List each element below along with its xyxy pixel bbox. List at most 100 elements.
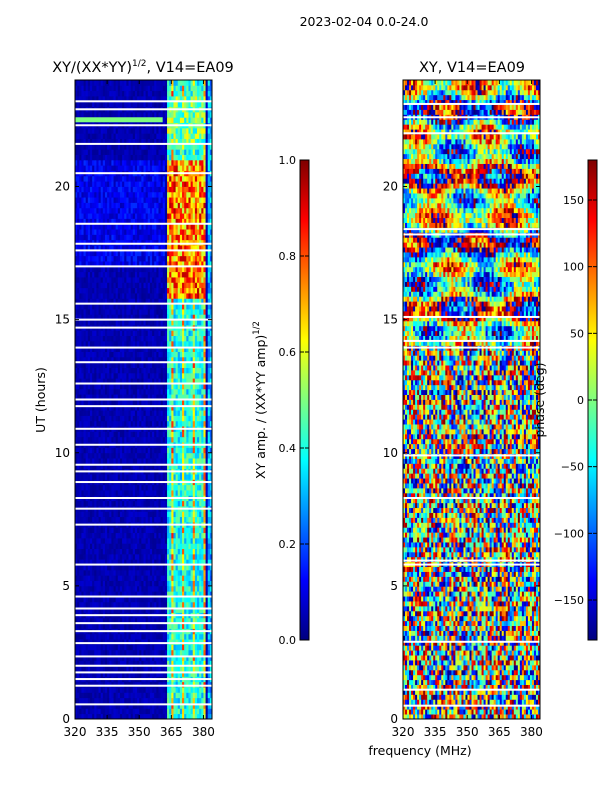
- amp-cell: [152, 596, 155, 603]
- amp-cell: [94, 601, 97, 608]
- amp-cell: [139, 649, 142, 656]
- amp-cell: [98, 564, 102, 571]
- amp-cell: [96, 601, 99, 608]
- amp-cell: [75, 553, 78, 560]
- amp-cell: [113, 575, 117, 581]
- amp-cell: [186, 607, 189, 613]
- amp-cell: [109, 585, 112, 592]
- amp-cell: [162, 671, 166, 677]
- amp-cell: [124, 564, 127, 571]
- amp-cell: [207, 527, 211, 534]
- amp-cell: [126, 665, 129, 672]
- amp-cell: [132, 569, 136, 576]
- amp-cell: [186, 708, 189, 715]
- amp-cell: [182, 692, 185, 699]
- amp-cell: [113, 527, 117, 534]
- amp-cell: [111, 569, 114, 576]
- amp-cell: [81, 516, 84, 523]
- amp-cell: [137, 697, 140, 704]
- amp-cell: [115, 617, 119, 624]
- amp-cell: [207, 639, 211, 645]
- amp-cell: [182, 660, 185, 667]
- amp-cell: [81, 543, 84, 549]
- amp-cell: [137, 639, 140, 645]
- amp-cell: [113, 649, 117, 656]
- amp-cell: [126, 644, 129, 651]
- amp-cell: [203, 697, 206, 704]
- amp-cell: [186, 575, 189, 581]
- amp-cell: [147, 617, 151, 624]
- amp-cell: [122, 623, 125, 629]
- amp-cell: [203, 580, 206, 587]
- amp-cell: [158, 681, 162, 688]
- amp-cell: [119, 623, 123, 629]
- amp-cell: [154, 569, 157, 576]
- amp-cell: [98, 671, 102, 677]
- amp-cell: [96, 537, 99, 544]
- amp-cell: [147, 585, 151, 592]
- amp-cell: [209, 644, 213, 651]
- amp-cell: [122, 527, 125, 534]
- amp-cell: [149, 665, 153, 672]
- amp-cell: [107, 569, 110, 576]
- amp-cell: [89, 713, 93, 720]
- amp-cell: [164, 660, 168, 667]
- amp-cell: [83, 687, 87, 693]
- amp-cell: [205, 537, 209, 544]
- amp-cell: [117, 703, 121, 709]
- amp-cell: [128, 548, 132, 555]
- amp-cell: [87, 516, 91, 523]
- amp-cell: [154, 703, 157, 709]
- amp-cell: [149, 564, 153, 571]
- amp-cell: [209, 585, 213, 592]
- amp-cell: [79, 575, 82, 581]
- amp-cell: [100, 575, 104, 581]
- amp-cell: [85, 697, 89, 704]
- amp-cell: [89, 553, 93, 560]
- amp-cell: [132, 516, 136, 523]
- amp-cell: [199, 548, 202, 555]
- amp-cell: [192, 543, 196, 549]
- amp-cell: [96, 564, 99, 571]
- amp-cell: [126, 623, 129, 629]
- amp-cell: [81, 553, 84, 560]
- amp-cell: [203, 548, 206, 555]
- amp-cell: [81, 703, 84, 709]
- amp-cell: [113, 713, 117, 720]
- amp-cell: [207, 564, 211, 571]
- amp-cell: [102, 671, 106, 677]
- amp-cell: [132, 623, 136, 629]
- amp-cell: [143, 623, 147, 629]
- amp-cell: [162, 569, 166, 576]
- amp-cell: [205, 633, 209, 640]
- amp-cell: [89, 607, 93, 613]
- amp-cell: [173, 623, 177, 629]
- amp-cell: [98, 617, 102, 624]
- amp-cell: [77, 580, 80, 587]
- amp-cell: [79, 553, 82, 560]
- amp-cell: [132, 713, 136, 720]
- amp-cell: [85, 543, 89, 549]
- amp-cell: [156, 671, 159, 677]
- amp-cell: [190, 633, 194, 640]
- amp-cell: [128, 617, 132, 624]
- amp-cell: [115, 708, 119, 715]
- amp-cell: [205, 553, 209, 560]
- amp-cell: [117, 655, 121, 661]
- amp-cell: [77, 548, 80, 555]
- amp-cell: [107, 687, 110, 693]
- amp-cell: [147, 596, 151, 603]
- amp-cell: [134, 580, 138, 587]
- amp-cell: [124, 527, 127, 534]
- amp-cell: [156, 649, 159, 656]
- amp-cell: [139, 639, 142, 645]
- amp-cell: [109, 569, 112, 576]
- amp-cell: [207, 553, 211, 560]
- amp-cell: [149, 548, 153, 555]
- amp-cell: [164, 649, 168, 656]
- amp-cell: [184, 537, 187, 544]
- amp-cell: [75, 607, 78, 613]
- amp-title-tail: , V14=EA09: [147, 60, 234, 76]
- amp-cell: [100, 564, 104, 571]
- amp-cell: [119, 649, 123, 656]
